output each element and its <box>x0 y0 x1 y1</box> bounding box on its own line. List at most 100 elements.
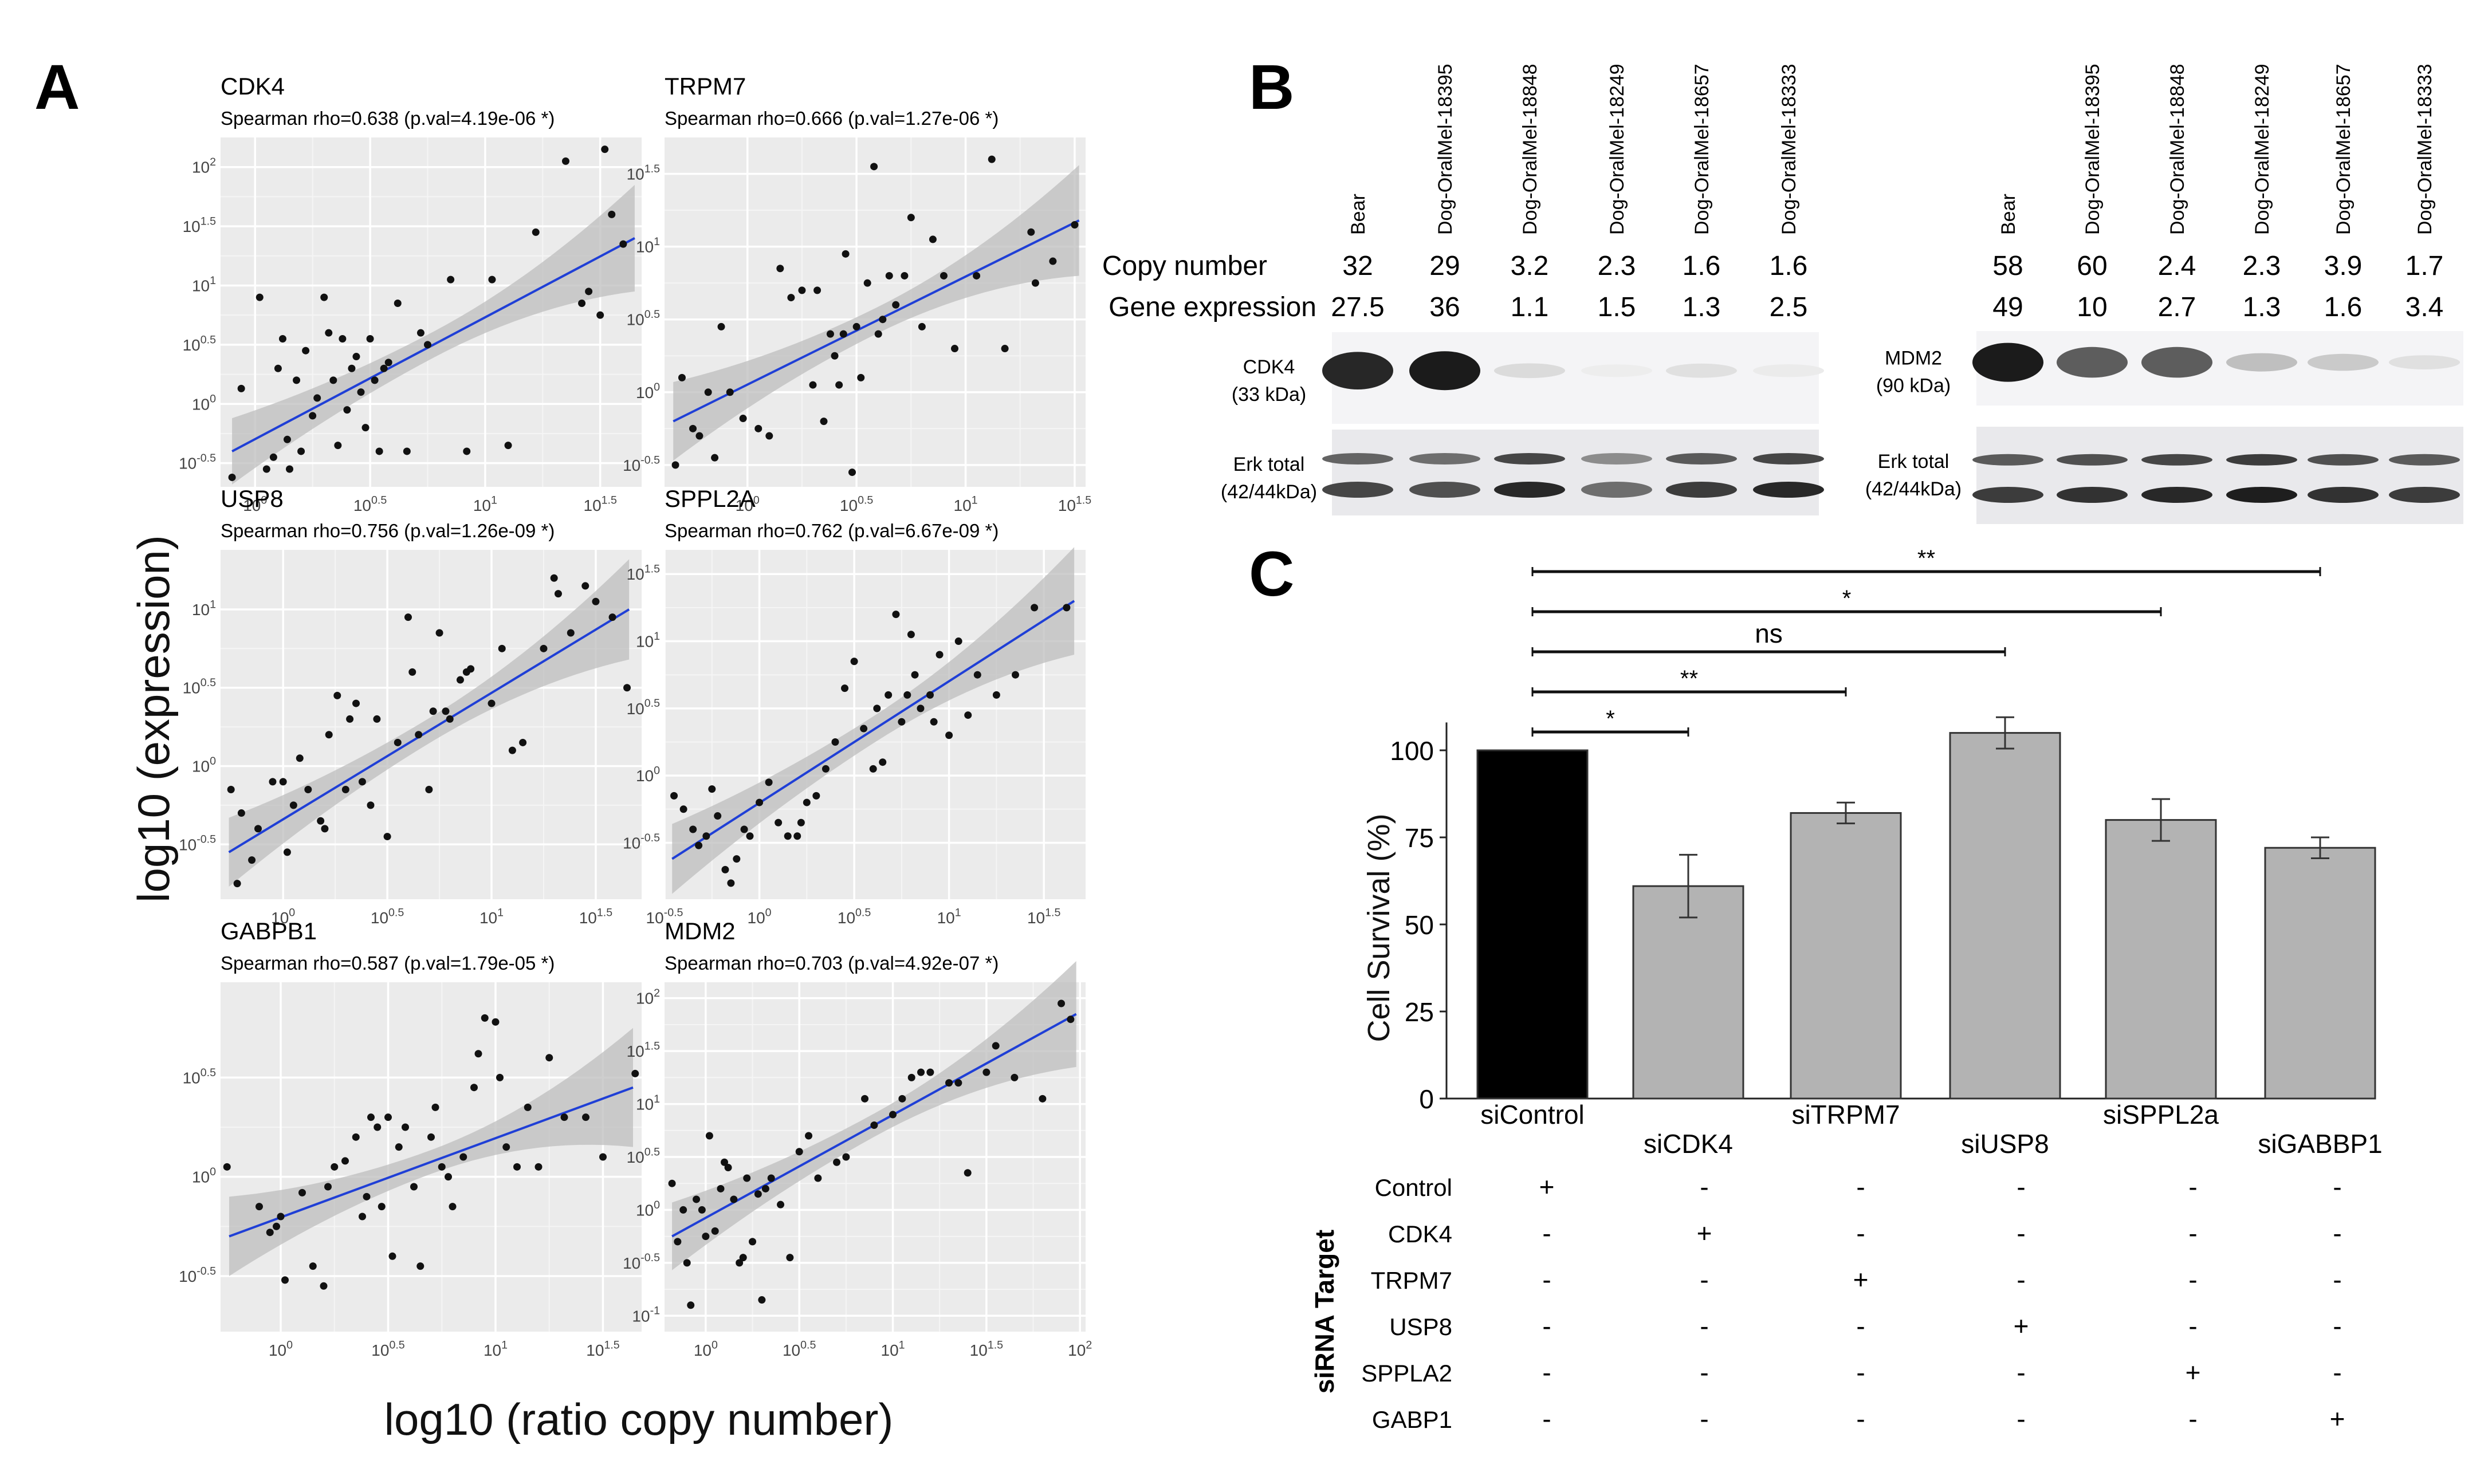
x-tick-label: 101 <box>937 906 961 927</box>
sirna-target-label: USP8 <box>1389 1313 1452 1340</box>
data-point <box>415 731 423 739</box>
data-point <box>320 1282 328 1290</box>
data-point <box>304 786 312 794</box>
data-point <box>223 1163 231 1171</box>
data-point <box>717 1184 725 1192</box>
erk-blot-membrane <box>1332 430 1819 515</box>
data-point <box>831 352 839 360</box>
x-tick-label: 100 <box>694 1339 718 1359</box>
data-point <box>835 381 843 389</box>
x-tick-label-exponent: 1 <box>491 494 497 506</box>
data-point <box>309 412 317 420</box>
y-tick-label-base: 10 <box>179 1267 196 1285</box>
protein-band <box>2057 347 2128 378</box>
gene-expression-value: 27.5 <box>1331 292 1384 322</box>
lane-label: Dog-OralMel-18249 <box>1606 64 1628 235</box>
x-tick-label-exponent: 0 <box>286 1339 293 1351</box>
y-tick-label-base: 10 <box>636 767 654 785</box>
data-point <box>885 271 893 280</box>
x-tick-label-base: 10 <box>584 497 602 514</box>
copy-number-value: 2.4 <box>2158 251 2196 281</box>
data-point <box>852 322 860 330</box>
data-point <box>726 388 734 396</box>
y-tick-label: 25 <box>1405 997 1434 1027</box>
data-point <box>841 684 849 692</box>
data-point <box>296 754 304 762</box>
data-point <box>447 275 455 284</box>
scatter-plot-cdk4: CDK4 Spearman rho=0.638 (p.val=4.19e-06 *… <box>179 73 642 514</box>
data-point <box>402 1123 409 1131</box>
x-tick-label-base: 10 <box>579 909 597 927</box>
y-tick-label: 100 <box>192 755 216 776</box>
y-tick-label-base: 10 <box>623 834 640 852</box>
x-tick-label: 101 <box>954 494 978 514</box>
x-tick-label: 100 <box>736 494 760 514</box>
y-tick-label-exponent: -0.5 <box>640 832 660 844</box>
y-tick-label-exponent: 2 <box>654 987 660 999</box>
sirna-mark: - <box>2188 1311 2197 1341</box>
data-point <box>898 1095 906 1103</box>
erk-band-lower <box>2226 487 2297 503</box>
data-point <box>283 435 291 443</box>
data-point <box>341 1157 349 1165</box>
data-point <box>698 1206 706 1214</box>
data-point <box>380 364 388 372</box>
y-tick-label-base: 10 <box>623 1254 640 1272</box>
protein-band <box>1409 351 1480 391</box>
sirna-mark: + <box>2186 1357 2201 1387</box>
data-point <box>992 691 1000 699</box>
data-point <box>869 765 877 773</box>
x-tick-label: 101.5 <box>970 1339 1003 1359</box>
copy-number-value: 32 <box>1342 251 1373 281</box>
y-tick-label-exponent: 0 <box>654 765 660 777</box>
data-point <box>361 424 370 432</box>
data-point <box>1049 257 1057 265</box>
erk-size-label: (42/44kDa) <box>1865 478 1962 500</box>
y-tick-label: 100.5 <box>183 333 216 354</box>
x-tick-label: 101.5 <box>584 494 617 514</box>
protein-band <box>1666 363 1737 378</box>
y-tick-label-base: 10 <box>183 336 201 354</box>
data-point <box>954 637 962 645</box>
scatter-plot-trpm7: TRPM7 Spearman rho=0.666 (p.val=1.27e-06 … <box>623 73 1091 514</box>
y-tick-label-exponent: 1 <box>654 630 660 643</box>
sirna-target-label: CDK4 <box>1388 1221 1452 1247</box>
sirna-mark: - <box>1856 1357 1865 1387</box>
gene-expression-value: 2.7 <box>2158 292 2196 322</box>
data-point <box>371 376 379 384</box>
y-tick-label-exponent: 0 <box>654 1199 660 1211</box>
data-point <box>502 1143 510 1151</box>
sirna-mark: - <box>2333 1357 2341 1387</box>
data-point <box>449 1203 457 1211</box>
gene-expression-value: 3.4 <box>2405 292 2444 322</box>
data-point <box>281 1276 289 1284</box>
sirna-mark: - <box>1542 1404 1551 1434</box>
data-point <box>427 1133 435 1141</box>
data-point <box>363 1192 371 1200</box>
category-label: siTRPM7 <box>1791 1100 1900 1129</box>
data-point <box>756 798 764 806</box>
sirna-mark: - <box>1700 1172 1708 1202</box>
scatter-plot-sppl2a: SPPL2A Spearman rho=0.762 (p.val=6.67e-09… <box>623 485 1086 927</box>
x-tick-label-exponent: -0.5 <box>664 906 683 919</box>
data-point <box>705 1132 713 1140</box>
x-tick-label-base: 10 <box>1058 497 1076 514</box>
x-tick-label-exponent: 1 <box>497 906 504 919</box>
data-point <box>765 432 773 440</box>
data-point <box>438 1163 446 1171</box>
x-tick-label-base: 10 <box>1027 909 1045 927</box>
panel-letter-a: A <box>34 52 80 123</box>
y-tick-label-base: 10 <box>627 1148 644 1166</box>
y-tick-label-exponent: 0.5 <box>201 676 216 689</box>
x-tick-label-exponent: 0.5 <box>371 494 387 506</box>
x-tick-label-base: 10 <box>269 1341 286 1359</box>
erk-band-lower <box>1972 487 2043 503</box>
erk-band-lower <box>2389 487 2460 503</box>
data-point <box>820 418 828 426</box>
sirna-mark: - <box>2333 1218 2341 1248</box>
erk-band-lower <box>2057 487 2128 503</box>
sirna-mark: - <box>1700 1404 1708 1434</box>
category-label: siControl <box>1480 1100 1585 1129</box>
x-tick-label-base: 10 <box>748 909 765 927</box>
